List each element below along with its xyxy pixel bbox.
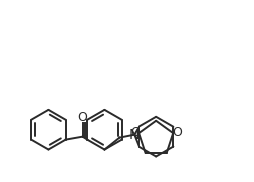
Text: O: O (171, 126, 181, 139)
Text: N: N (129, 128, 139, 142)
Text: O: O (77, 111, 87, 124)
Text: O: O (130, 126, 139, 139)
